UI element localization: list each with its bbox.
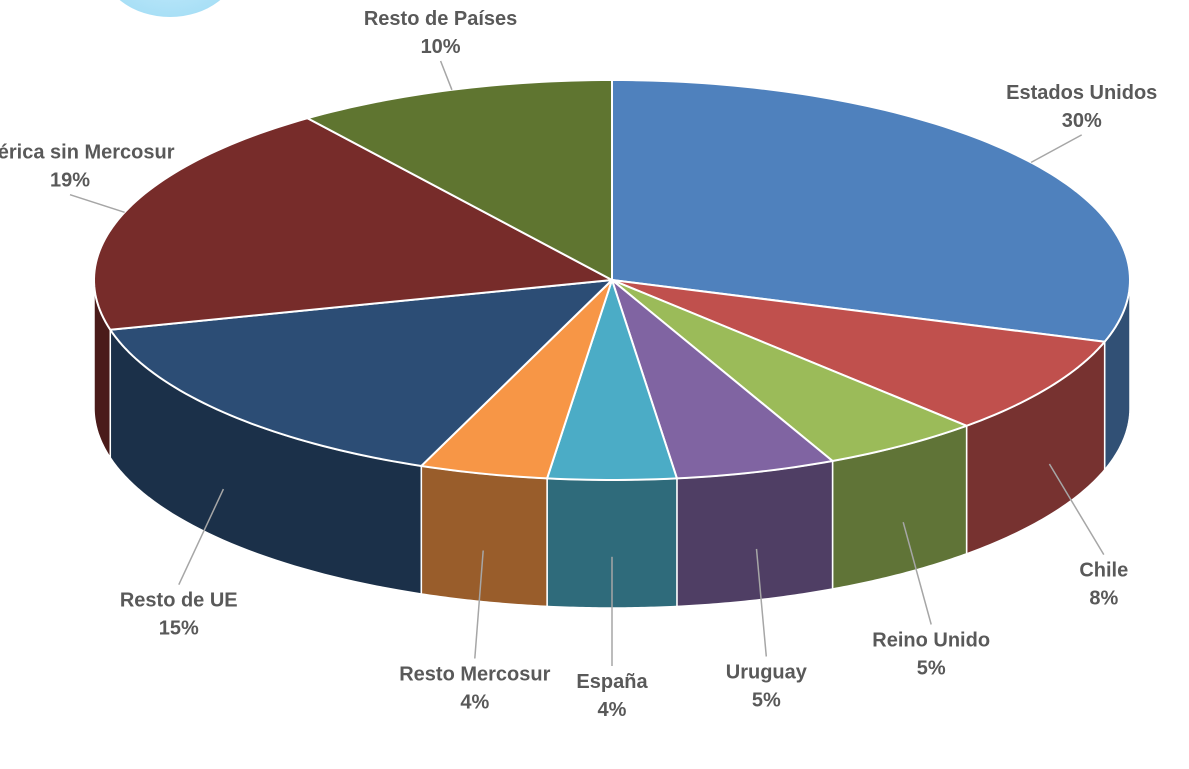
leader-line	[178, 488, 225, 586]
slice-label-chile: Chile 8%	[1048, 463, 1128, 610]
slice-label-america-sin-mercosur: América sin Mercosur 19%	[0, 142, 175, 214]
leader-line	[1048, 463, 1105, 555]
leader-line	[474, 550, 484, 659]
slice-label-value: 30%	[1062, 110, 1102, 132]
pie-slice-resto-de-ue	[109, 279, 613, 467]
slice-label-value: 10%	[421, 36, 461, 58]
slice-label-name: Resto de UE	[120, 590, 238, 612]
pie-slice-uruguay	[611, 279, 834, 480]
pie-slice-america-sin-mercosur	[93, 117, 613, 331]
pie-slice-estados-unidos	[611, 79, 1131, 343]
pie-slice-resto-de-paises	[306, 79, 613, 281]
slice-label-name: España	[576, 671, 648, 693]
leader-line	[902, 522, 932, 625]
slice-label-resto-de-paises: Resto de Países 10%	[364, 8, 517, 91]
slice-label-name: Estados Unidos	[1006, 82, 1157, 104]
slice-label-value: 5%	[752, 689, 781, 711]
leader-line	[755, 548, 768, 657]
pie-slice-resto-mercosur	[420, 279, 613, 480]
slice-label-name: Resto Mercosur	[399, 663, 550, 685]
pie-side-uruguay	[676, 460, 834, 608]
slice-label-value: 19%	[50, 170, 90, 192]
slice-label-espana: España 4%	[576, 556, 648, 721]
slice-label-name: Reino Unido	[872, 629, 990, 651]
slice-label-resto-mercosur: Resto Mercosur 4%	[399, 550, 551, 713]
slice-label-uruguay: Uruguay 5%	[726, 548, 808, 711]
slice-label-resto-de-ue: Resto de UE 15%	[120, 488, 238, 640]
slice-label-value: 8%	[1089, 588, 1118, 610]
pie-side-resto-mercosur	[420, 465, 548, 608]
pie-sides	[93, 279, 1131, 609]
pie-slice-reino-unido	[611, 279, 968, 462]
slice-label-name: América sin Mercosur	[0, 142, 175, 164]
slice-label-name: Chile	[1079, 560, 1128, 582]
slice-label-estados-unidos: Estados Unidos 30%	[1006, 82, 1157, 164]
slice-label-value: 15%	[159, 618, 199, 640]
slice-label-value: 5%	[917, 657, 946, 679]
leader-line	[1030, 134, 1083, 164]
pie-slice-espana	[546, 279, 678, 481]
slice-label-reino-unido: Reino Unido 5%	[872, 522, 990, 679]
slice-label-name: Uruguay	[726, 661, 808, 683]
pie-slice-chile	[611, 279, 1106, 427]
slice-label-name: Resto de Países	[364, 8, 517, 30]
leader-line	[439, 60, 453, 91]
leader-line	[69, 193, 125, 214]
pie-tops	[93, 79, 1131, 481]
slice-label-value: 4%	[460, 691, 489, 713]
slice-label-value: 4%	[598, 699, 627, 721]
decorative-circle	[119, 0, 221, 17]
